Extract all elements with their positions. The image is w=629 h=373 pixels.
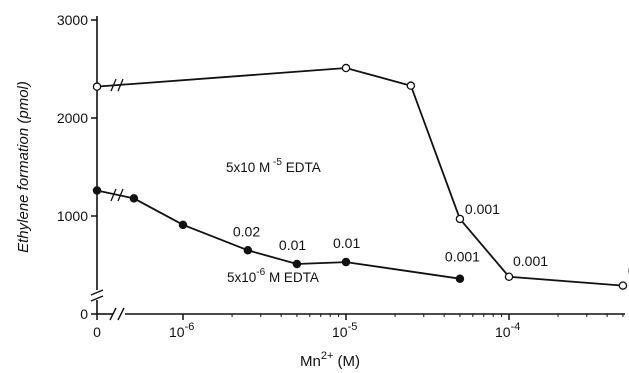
x-axis-title: Mn2+ (M): [300, 350, 360, 370]
y-tick-label: 0: [80, 306, 88, 322]
x-tick-label: 10-6: [169, 321, 194, 340]
x-axis-break-mark: [109, 307, 117, 321]
y-tick-label: 1000: [57, 208, 88, 224]
data-point: [92, 186, 102, 195]
point-annotation: 0.001: [513, 253, 548, 269]
labels-layer: 0.001 0.001 0.00 0.02 0.01 0.01 0.001 5x10 M -5…: [226, 157, 629, 285]
point-annotation: 0.00: [628, 263, 629, 279]
x-axis-break-mark: [117, 307, 125, 321]
data-point: [292, 259, 302, 269]
data-point: [92, 82, 102, 91]
point-annotation: 0.01: [333, 235, 360, 251]
data-point: [504, 272, 514, 282]
point-annotation: 0.02: [233, 223, 260, 239]
series-layer: [92, 63, 628, 290]
data-point: [341, 63, 351, 73]
data-point: [406, 81, 416, 90]
data-point: [618, 281, 628, 290]
point-annotation: 0.001: [445, 249, 480, 265]
series-break-mark: [117, 78, 124, 92]
series-break-mark: [110, 78, 117, 92]
series-line-1: [96, 67, 623, 287]
data-point: [129, 194, 139, 203]
series-label-1: 5x10 M -5 EDTA: [226, 157, 321, 175]
series-line-2: [96, 189, 461, 280]
data-point: [455, 274, 465, 283]
data-point: [243, 246, 253, 255]
point-annotation: 0.001: [465, 201, 500, 217]
y-tick-label: 2000: [57, 110, 88, 126]
axes: 0 1000 2000 3000 Ethylene formation (pmol) 0 1…: [15, 12, 625, 370]
series-break-mark: [110, 188, 117, 202]
x-tick-label: 10-4: [495, 321, 520, 340]
data-point: [455, 214, 465, 224]
data-point: [341, 257, 351, 267]
x-tick-label: 0: [93, 324, 101, 340]
y-axis-break-mark: [90, 295, 104, 302]
data-point: [178, 220, 188, 230]
y-tick-label: 3000: [57, 12, 88, 28]
y-axis-break-mark: [90, 289, 104, 296]
series-label-2: 5x10-6 M EDTA: [227, 267, 319, 285]
point-annotation: 0.01: [279, 237, 306, 253]
y-axis-title: Ethylene formation (pmol): [15, 81, 32, 253]
series-break-mark: [117, 188, 124, 202]
x-tick-label: 10-5: [332, 321, 357, 340]
